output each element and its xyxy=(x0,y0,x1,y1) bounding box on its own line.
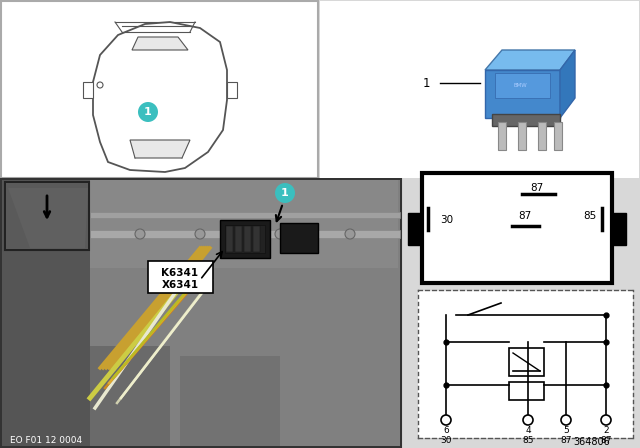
Polygon shape xyxy=(93,22,227,172)
Polygon shape xyxy=(485,70,560,118)
Text: BMW: BMW xyxy=(513,82,527,87)
Bar xyxy=(244,226,251,252)
Circle shape xyxy=(345,229,355,239)
Bar xyxy=(90,212,400,218)
Bar xyxy=(509,348,544,376)
Circle shape xyxy=(195,229,205,239)
Text: 85: 85 xyxy=(522,435,534,444)
Text: 87: 87 xyxy=(560,435,572,444)
Text: K6341: K6341 xyxy=(161,268,198,278)
Bar xyxy=(83,82,93,98)
Bar xyxy=(498,122,506,150)
Circle shape xyxy=(135,229,145,239)
Bar xyxy=(5,182,89,250)
Text: 87: 87 xyxy=(600,435,612,444)
Bar xyxy=(492,114,560,126)
Circle shape xyxy=(441,415,451,425)
Bar xyxy=(225,225,265,253)
Text: X6341: X6341 xyxy=(161,280,198,290)
Bar xyxy=(226,226,233,252)
Polygon shape xyxy=(130,140,190,158)
Bar xyxy=(235,226,242,252)
Bar xyxy=(180,356,280,446)
Circle shape xyxy=(601,415,611,425)
Text: 2: 2 xyxy=(603,426,609,435)
Text: 1: 1 xyxy=(281,188,289,198)
Bar xyxy=(280,223,318,253)
Bar xyxy=(320,1,639,178)
Circle shape xyxy=(523,415,533,425)
Text: 87: 87 xyxy=(531,183,543,193)
Text: 85: 85 xyxy=(584,211,596,221)
Text: 5: 5 xyxy=(563,426,569,435)
Bar xyxy=(220,220,270,258)
Text: 6: 6 xyxy=(443,426,449,435)
Text: EO F01 12 0004: EO F01 12 0004 xyxy=(10,435,82,444)
Text: 4: 4 xyxy=(525,426,531,435)
Circle shape xyxy=(561,415,571,425)
Bar xyxy=(554,122,562,150)
Polygon shape xyxy=(560,50,575,118)
Bar xyxy=(2,180,90,446)
Text: 1: 1 xyxy=(144,107,152,117)
Bar xyxy=(408,213,422,245)
Circle shape xyxy=(138,102,158,122)
Bar xyxy=(148,261,213,293)
Text: 1: 1 xyxy=(422,77,430,90)
Bar xyxy=(509,382,544,400)
Polygon shape xyxy=(485,50,575,70)
Circle shape xyxy=(275,183,295,203)
Circle shape xyxy=(275,229,285,239)
Text: 30: 30 xyxy=(440,215,453,225)
Polygon shape xyxy=(90,180,398,268)
Polygon shape xyxy=(8,188,88,248)
Bar xyxy=(2,180,400,446)
Bar xyxy=(90,346,170,446)
Bar xyxy=(90,230,400,238)
Bar xyxy=(538,122,546,150)
Bar xyxy=(227,82,237,98)
Bar xyxy=(518,122,526,150)
Text: 364806: 364806 xyxy=(573,437,610,447)
Text: 87: 87 xyxy=(518,211,532,221)
Bar xyxy=(612,213,626,245)
Bar xyxy=(1,179,401,447)
Bar xyxy=(253,226,260,252)
Text: 30: 30 xyxy=(440,435,452,444)
Bar xyxy=(422,173,612,283)
Bar xyxy=(6,183,88,249)
Bar xyxy=(1,1,318,178)
Polygon shape xyxy=(132,37,188,50)
Bar xyxy=(495,73,550,98)
Bar xyxy=(418,290,633,438)
